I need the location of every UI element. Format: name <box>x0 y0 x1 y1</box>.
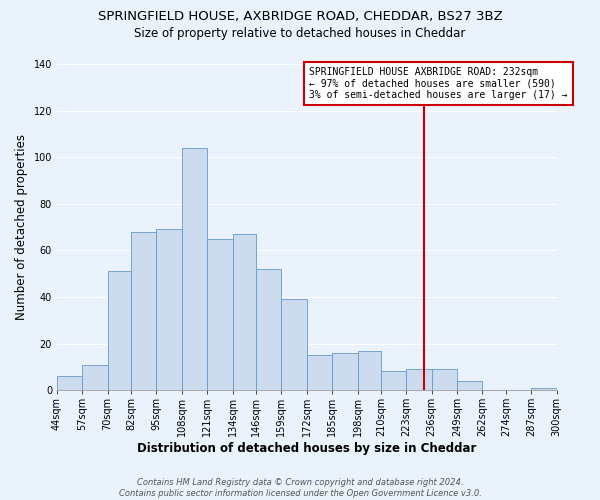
Bar <box>233 234 256 390</box>
Bar <box>332 353 358 390</box>
Bar <box>406 369 432 390</box>
Text: SPRINGFIELD HOUSE AXBRIDGE ROAD: 232sqm
← 97% of detached houses are smaller (59: SPRINGFIELD HOUSE AXBRIDGE ROAD: 232sqm … <box>309 68 568 100</box>
Bar <box>256 269 281 390</box>
Bar <box>57 376 82 390</box>
Bar <box>207 238 233 390</box>
Bar <box>307 355 332 390</box>
Bar <box>281 300 307 390</box>
Bar <box>82 364 107 390</box>
Text: Size of property relative to detached houses in Cheddar: Size of property relative to detached ho… <box>134 28 466 40</box>
X-axis label: Distribution of detached houses by size in Cheddar: Distribution of detached houses by size … <box>137 442 476 455</box>
Bar <box>157 230 182 390</box>
Bar <box>432 369 457 390</box>
Bar <box>358 350 381 390</box>
Bar <box>381 372 406 390</box>
Bar <box>107 272 131 390</box>
Bar <box>131 232 157 390</box>
Bar <box>531 388 557 390</box>
Bar <box>457 381 482 390</box>
Y-axis label: Number of detached properties: Number of detached properties <box>15 134 28 320</box>
Text: Contains HM Land Registry data © Crown copyright and database right 2024.
Contai: Contains HM Land Registry data © Crown c… <box>119 478 481 498</box>
Bar <box>182 148 207 390</box>
Text: SPRINGFIELD HOUSE, AXBRIDGE ROAD, CHEDDAR, BS27 3BZ: SPRINGFIELD HOUSE, AXBRIDGE ROAD, CHEDDA… <box>98 10 502 23</box>
